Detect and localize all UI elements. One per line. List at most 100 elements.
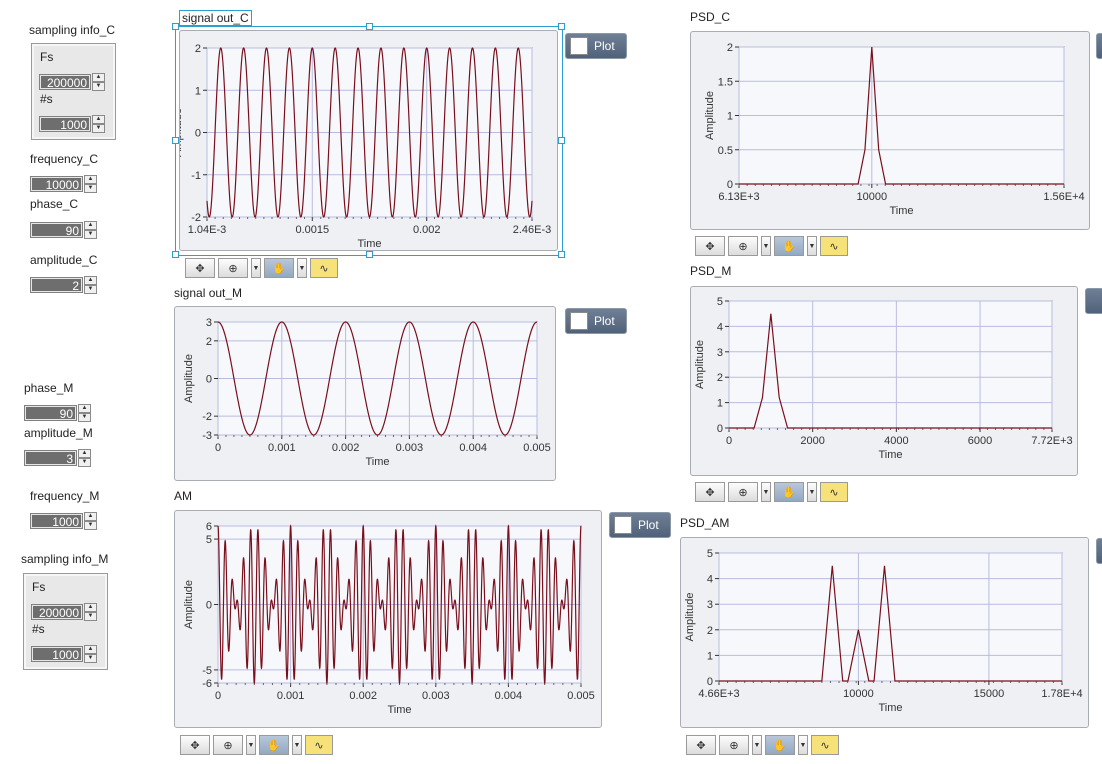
pan-dropdown[interactable]: ▼ [297, 258, 307, 278]
zoom-dropdown[interactable]: ▼ [246, 735, 256, 755]
phase-m-value[interactable]: 90 [24, 405, 77, 421]
zoom-icon[interactable]: ⊕ [728, 482, 758, 502]
signal-out-m-graph[interactable]: 0 0.001 0.002 0.003 0.004 0.005 3 2 0 -2 -3 Time Amp… [174, 306, 556, 481]
resize-handle[interactable] [366, 251, 373, 258]
phase-c-value[interactable]: 90 [30, 222, 83, 238]
pan-dropdown[interactable]: ▼ [807, 236, 817, 256]
x-tick-label: 6000 [968, 435, 992, 447]
zoom-icon[interactable]: ⊕ [719, 735, 749, 755]
frequency-c-input[interactable]: 10000 ▲ ▼ [30, 175, 97, 193]
x-tick-label: 0.002 [413, 224, 441, 236]
zoom-dropdown[interactable]: ▼ [251, 258, 261, 278]
zoom-icon[interactable]: ⊕ [728, 236, 758, 256]
resize-handle[interactable] [172, 251, 179, 258]
phase-m-spinner[interactable]: ▲ ▼ [78, 404, 91, 422]
ns-m-spinner[interactable]: ▲ ▼ [84, 645, 97, 663]
autoscale-icon[interactable]: ∿ [811, 735, 839, 755]
cursor-move-icon[interactable]: ✥ [686, 735, 716, 755]
autoscale-icon[interactable]: ∿ [820, 482, 848, 502]
x-tick-label: 1.04E-3 [188, 224, 227, 236]
cursor-move-icon[interactable]: ✥ [185, 258, 215, 278]
y-tick-label: -5 [202, 665, 212, 677]
signal-out-c-graph[interactable]: 1.04E-3 0.0015 0.002 2.46E-3 2 1 0 -1 -2 Time Ampl… [179, 30, 558, 251]
pan-icon[interactable]: ✋ [259, 735, 289, 755]
resize-handle[interactable] [172, 137, 179, 144]
psd-am-title: PSD_AM [680, 516, 730, 530]
phase-m-input[interactable]: 90 ▲ ▼ [24, 404, 91, 422]
autoscale-icon[interactable]: ∿ [820, 236, 848, 256]
amplitude-c-value[interactable]: 2 [30, 277, 83, 293]
plot-legend-button[interactable]: Plot [565, 33, 627, 59]
fs-m-value[interactable]: 200000 [31, 604, 83, 620]
x-tick-label: 2.46E-3 [513, 224, 552, 236]
am-graph[interactable]: 0 0.001 0.002 0.003 0.004 0.005 6 5 0 -5 -6 Time Amp… [174, 510, 602, 728]
fs-m-spinner[interactable]: ▲ ▼ [84, 603, 97, 621]
autoscale-icon[interactable]: ∿ [305, 735, 333, 755]
y-tick-label: 2 [206, 336, 212, 348]
plot-legend-button[interactable] [1096, 538, 1102, 564]
x-tick-label: 15000 [974, 688, 1005, 700]
plot-legend-button[interactable] [1085, 288, 1102, 314]
resize-handle[interactable] [558, 137, 565, 144]
amplitude-c-spinner[interactable]: ▲ ▼ [84, 276, 97, 294]
cursor-move-icon[interactable]: ✥ [695, 236, 725, 256]
series-line [729, 313, 1052, 429]
y-tick-label: 1 [717, 398, 723, 410]
ns-c-value[interactable]: 1000 [39, 116, 91, 132]
zoom-icon[interactable]: ⊕ [213, 735, 243, 755]
ns-m-value[interactable]: 1000 [31, 646, 83, 662]
y-tick-label: 0 [206, 374, 212, 386]
psd-am-graph[interactable]: 4.66E+3 10000 15000 1.78E+4 5 4 3 2 1 0 Time Amplit… [680, 537, 1089, 728]
pan-icon[interactable]: ✋ [774, 236, 804, 256]
amplitude-m-spinner[interactable]: ▲ ▼ [78, 449, 91, 467]
psd-c-graph[interactable]: 6.13E+3 10000 1.56E+4 2 1.5 1 0.5 0 Time Amplitud… [690, 31, 1090, 230]
ns-c-input[interactable]: 1000 ▲ ▼ [39, 115, 105, 133]
x-axis-label: Time [878, 702, 902, 714]
fs-c-spinner[interactable]: ▲ ▼ [92, 73, 105, 91]
amplitude-m-value[interactable]: 3 [24, 450, 77, 466]
plot-legend-button[interactable]: Plot [609, 512, 671, 538]
cursor-move-icon[interactable]: ✥ [180, 735, 210, 755]
amplitude-m-input[interactable]: 3 ▲ ▼ [24, 449, 91, 467]
fs-c-input[interactable]: 200000 ▲ ▼ [39, 73, 105, 91]
pan-icon[interactable]: ✋ [774, 482, 804, 502]
resize-handle[interactable] [172, 23, 179, 30]
x-tick-label: 0.003 [396, 442, 424, 454]
zoom-icon[interactable]: ⊕ [218, 258, 248, 278]
ns-c-spinner[interactable]: ▲ ▼ [92, 115, 105, 133]
plot-legend-button[interactable]: Plot [565, 308, 627, 334]
zoom-dropdown[interactable]: ▼ [752, 735, 762, 755]
y-axis-label: Amplitude [704, 91, 716, 140]
frequency-m-input[interactable]: 1000 ▲ ▼ [30, 512, 97, 530]
phase-c-input[interactable]: 90 ▲ ▼ [30, 221, 97, 239]
pan-icon[interactable]: ✋ [264, 258, 294, 278]
frequency-m-spinner[interactable]: ▲ ▼ [84, 512, 97, 530]
resize-handle[interactable] [558, 251, 565, 258]
cursor-move-icon[interactable]: ✥ [695, 482, 725, 502]
resize-handle[interactable] [558, 23, 565, 30]
psd-m-graph[interactable]: 0 2000 4000 6000 7.72E+3 5 4 3 2 1 0 Time Amplitude [690, 286, 1078, 476]
pan-dropdown[interactable]: ▼ [807, 482, 817, 502]
fs-m-input[interactable]: 200000 ▲ ▼ [31, 603, 97, 621]
y-tick-label: 1 [195, 85, 201, 97]
pan-icon[interactable]: ✋ [765, 735, 795, 755]
y-tick-label: -2 [202, 411, 212, 423]
phase-c-spinner[interactable]: ▲ ▼ [84, 221, 97, 239]
y-tick-label: 1 [707, 650, 713, 662]
autoscale-icon[interactable]: ∿ [310, 258, 338, 278]
plot-legend-button[interactable] [1096, 33, 1102, 59]
fs-c-value[interactable]: 200000 [39, 74, 91, 90]
resize-handle[interactable] [366, 23, 373, 30]
pan-dropdown[interactable]: ▼ [798, 735, 808, 755]
frequency-m-value[interactable]: 1000 [30, 513, 83, 529]
zoom-dropdown[interactable]: ▼ [761, 482, 771, 502]
x-tick-label: 0 [726, 435, 732, 447]
frequency-c-spinner[interactable]: ▲ ▼ [84, 175, 97, 193]
zoom-dropdown[interactable]: ▼ [761, 236, 771, 256]
pan-dropdown[interactable]: ▼ [292, 735, 302, 755]
amplitude-c-input[interactable]: 2 ▲ ▼ [30, 276, 97, 294]
y-axis-label: Amplitude [183, 354, 195, 403]
frequency-c-value[interactable]: 10000 [30, 176, 83, 192]
x-tick-label: 6.13E+3 [718, 191, 759, 203]
ns-m-input[interactable]: 1000 ▲ ▼ [31, 645, 97, 663]
